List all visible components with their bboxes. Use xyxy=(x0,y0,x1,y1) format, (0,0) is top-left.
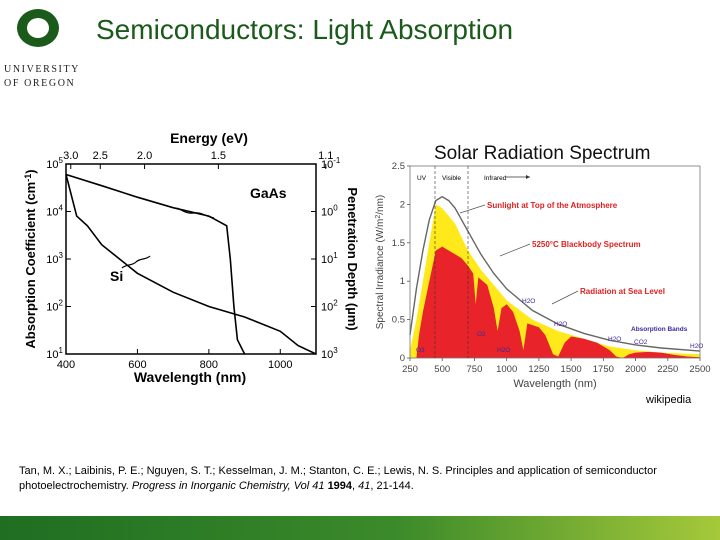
wavelength-tick-label: 400 xyxy=(57,359,75,371)
solar-x-tick-label: 1000 xyxy=(496,364,517,375)
wavelength-tick-labels: 400 600 800 1000 xyxy=(57,349,293,371)
visible-region-label: Visible xyxy=(442,175,461,182)
absorption-tick-label: 103 xyxy=(46,251,63,266)
solar-x-tick-labels: 250 500 750 1000 1250 1500 1750 2000 2250 2500 xyxy=(402,358,711,375)
o3-label: O3 xyxy=(416,347,425,354)
h2o-label-5: H2O xyxy=(690,343,703,350)
solar-spectrum-chart: Solar Radiation Spectrum UV Visible Infr… xyxy=(375,143,711,390)
solar-y-tick-label: 2.5 xyxy=(392,161,405,172)
citation-volume: 41 xyxy=(358,480,371,492)
solar-y-tick-label: 2 xyxy=(400,199,405,210)
wavelength-tick-label: 800 xyxy=(200,359,218,371)
absorption-series-group xyxy=(65,173,317,355)
infrared-region-label: Infrared xyxy=(484,175,507,182)
penetration-axis-title: Penetration Depth (µm) xyxy=(345,187,360,330)
solar-x-tick-label: 2000 xyxy=(625,364,646,375)
gaas-label: GaAs xyxy=(250,185,287,201)
citation-year: 1994 xyxy=(327,480,353,492)
blackbody-pointer xyxy=(499,243,531,257)
absorption-bands-label: Absorption Bands xyxy=(631,326,688,333)
penetration-tick-label: 101 xyxy=(321,251,338,266)
uv-region-label: UV xyxy=(417,175,427,182)
citation-authors: Tan, M. X.; Laibinis, P. E.; Nguyen, S. … xyxy=(19,465,657,492)
logo-line-university: UNIVERSITY xyxy=(4,64,80,75)
solar-x-tick-label: 250 xyxy=(402,364,418,375)
logo-line-oregon: OF OREGON xyxy=(4,78,76,89)
image-credit: wikipedia xyxy=(646,394,692,406)
solar-x-tick-label: 500 xyxy=(434,364,450,375)
absorption-axis-title: Absorption Coefficient (cm-1) xyxy=(23,169,38,348)
citation-pages: , 21-144. xyxy=(370,480,414,492)
footer-bar xyxy=(0,516,720,540)
energy-tick-labels: 3.0 2.5 2.0 1.5 1.1 xyxy=(63,150,333,169)
slide-title: Semiconductors: Light Absorption xyxy=(96,14,514,45)
solar-y-tick-labels: 0 0.5 1 1.5 2 2.5 xyxy=(392,161,410,364)
si-label: Si xyxy=(110,268,123,284)
logo-o-mark xyxy=(17,9,59,47)
si-callout-line xyxy=(121,255,151,269)
solar-y-tick-label: 0 xyxy=(400,353,405,364)
energy-tick-label: 1.1 xyxy=(318,150,333,162)
solar-x-tick-label: 2250 xyxy=(657,364,678,375)
h2o-label-3: H2O xyxy=(554,321,567,328)
solar-x-tick-label: 750 xyxy=(467,364,483,375)
absorption-tick-label: 101 xyxy=(46,346,63,361)
penetration-tick-label: 103 xyxy=(321,346,338,361)
top-atmosphere-pointer xyxy=(459,204,486,214)
solar-x-tick-label: 1750 xyxy=(593,364,614,375)
blackbody-curve xyxy=(409,195,701,352)
wavelength-tick-label: 600 xyxy=(128,359,146,371)
absorption-tick-label: 105 xyxy=(46,156,63,171)
co2-label: CO2 xyxy=(634,339,648,346)
solar-y-tick-label: 0.5 xyxy=(392,315,405,326)
absorption-tick-labels: 105 104 103 102 101 xyxy=(46,156,71,361)
h2o-label-2: H2O xyxy=(522,298,535,305)
penetration-tick-label: 100 xyxy=(321,204,338,219)
gaas-callout-line xyxy=(176,207,215,219)
university-logo: UNIVERSITY OF OREGON xyxy=(2,4,82,92)
top-atmosphere-label: Sunlight at Top of the Atmosphere xyxy=(487,201,618,210)
wavelength-axis-title: Wavelength (nm) xyxy=(134,369,246,385)
solar-x-axis-title: Wavelength (nm) xyxy=(513,378,596,390)
absorption-chart: Energy (eV) GaAs Si 3.0 2.5 2.0 1.5 1.1 400 6… xyxy=(23,130,360,385)
series-si-curve xyxy=(65,174,317,355)
energy-tick-label: 2.5 xyxy=(93,150,108,162)
energy-tick-label: 1.5 xyxy=(211,150,226,162)
penetration-tick-label: 10-1 xyxy=(321,156,341,171)
sea-level-pointer xyxy=(551,290,579,305)
solar-y-axis-title: Spectral Irradiance (W/m2/nm) xyxy=(375,195,386,330)
absorption-tick-label: 102 xyxy=(46,299,63,314)
h2o-label-1: H2O xyxy=(497,347,510,354)
citation: Tan, M. X.; Laibinis, P. E.; Nguyen, S. … xyxy=(19,465,657,492)
blackbody-label: 5250°C Blackbody Spectrum xyxy=(532,240,641,249)
h2o-label-4: H2O xyxy=(608,336,621,343)
energy-tick-label: 3.0 xyxy=(63,150,78,162)
penetration-tick-label: 102 xyxy=(321,299,338,314)
penetration-tick-labels: 10-1 100 101 102 103 xyxy=(311,156,341,361)
absorption-tick-label: 104 xyxy=(46,204,63,219)
energy-axis-title: Energy (eV) xyxy=(170,130,248,146)
sea-level-area xyxy=(410,246,700,358)
wavelength-tick-label: 1000 xyxy=(268,359,292,371)
solar-plot-frame xyxy=(409,165,701,359)
solar-y-tick-label: 1 xyxy=(400,276,405,287)
energy-tick-label: 2.0 xyxy=(137,150,152,162)
citation-journal: Progress in Inorganic Chemistry, Vol 41 xyxy=(131,480,325,492)
series-gaas-curve xyxy=(65,173,246,355)
solar-x-tick-label: 1500 xyxy=(561,364,582,375)
solar-series-group xyxy=(409,195,701,358)
infrared-arrow-head xyxy=(526,175,530,179)
solar-y-tick-label: 1.5 xyxy=(392,238,405,249)
o2-label: O2 xyxy=(477,331,486,338)
solar-x-tick-label: 1250 xyxy=(528,364,549,375)
solar-x-tick-label: 2500 xyxy=(689,364,710,375)
sea-level-label: Radiation at Sea Level xyxy=(580,287,665,296)
solar-chart-title: Solar Radiation Spectrum xyxy=(434,143,651,164)
